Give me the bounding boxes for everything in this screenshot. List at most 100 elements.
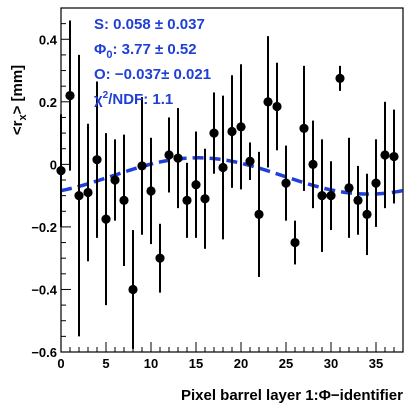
point-marker xyxy=(245,156,255,166)
data-point xyxy=(308,120,318,209)
point-marker xyxy=(371,178,381,188)
point-marker xyxy=(110,175,120,185)
data-point xyxy=(65,20,75,171)
point-marker xyxy=(272,101,282,112)
data-point xyxy=(317,139,327,252)
point-marker xyxy=(209,128,219,138)
data-point xyxy=(263,36,273,168)
x-tick-label: 35 xyxy=(369,356,383,371)
point-marker xyxy=(137,161,147,171)
point-marker xyxy=(308,159,318,169)
point-marker xyxy=(191,180,201,190)
data-point xyxy=(191,131,201,238)
point-marker xyxy=(317,191,327,201)
data-point xyxy=(335,65,345,91)
point-marker xyxy=(236,122,246,132)
point-marker xyxy=(173,153,183,163)
fit-param-chi2: χ2/NDF: 1.1 xyxy=(94,90,173,108)
x-tick-label: 0 xyxy=(57,356,64,371)
data-point xyxy=(236,64,246,190)
y-tick-label: −0.6 xyxy=(31,345,57,360)
point-marker xyxy=(74,191,84,201)
y-tick-label: −0.2 xyxy=(31,220,57,235)
data-point xyxy=(299,65,309,191)
x-tick-label: 5 xyxy=(102,356,109,371)
point-marker xyxy=(65,90,75,101)
point-marker xyxy=(92,155,102,165)
y-tick-label: 0 xyxy=(50,157,57,172)
data-point xyxy=(326,161,336,231)
y-tick-label: −0.4 xyxy=(31,282,57,297)
point-marker xyxy=(164,150,174,160)
x-tick-label: 20 xyxy=(234,356,248,371)
data-point xyxy=(272,62,282,151)
data-point xyxy=(209,92,219,174)
point-marker xyxy=(155,253,165,263)
point-marker xyxy=(128,284,138,295)
point-marker xyxy=(218,162,228,173)
tick-labels: 0 5 10 15 20 25 30 35 −0.6 −0.4 −0.2 0 0.2 0.4 xyxy=(31,32,383,371)
point-marker xyxy=(56,166,66,176)
axis-ticks xyxy=(60,7,404,353)
point-marker xyxy=(344,183,354,193)
data-point xyxy=(200,148,210,249)
point-marker xyxy=(200,194,210,204)
point-marker xyxy=(281,178,291,188)
point-marker xyxy=(290,237,300,248)
point-marker xyxy=(227,126,237,137)
data-point xyxy=(218,95,228,240)
point-marker xyxy=(353,195,363,205)
point-marker xyxy=(389,151,399,162)
point-marker xyxy=(362,209,372,219)
data-point xyxy=(173,108,183,209)
y-tick-label: 0.4 xyxy=(39,32,58,47)
data-point xyxy=(110,139,120,221)
y-tick-label: 0.2 xyxy=(39,95,57,110)
data-point xyxy=(119,134,129,266)
data-point xyxy=(137,97,147,235)
x-tick-label: 15 xyxy=(189,356,203,371)
data-point xyxy=(371,139,381,227)
data-point xyxy=(344,137,354,238)
data-point xyxy=(380,101,390,209)
data-point xyxy=(92,81,102,238)
data-point xyxy=(362,173,372,256)
point-marker xyxy=(299,123,309,133)
data-points xyxy=(56,20,399,349)
data-point xyxy=(182,162,192,238)
point-marker xyxy=(101,214,111,224)
x-tick-label: 10 xyxy=(144,356,158,371)
data-point xyxy=(155,223,165,293)
data-point xyxy=(245,142,255,180)
data-point xyxy=(227,75,237,188)
fit-parameters: S: 0.058 ± 0.037 Φ0: 3.77 ± 0.52 O: −0.0… xyxy=(94,16,211,108)
data-point xyxy=(164,117,174,193)
point-marker xyxy=(380,150,390,160)
x-axis-title: Pixel barrel layer 1:Φ−identifier xyxy=(181,387,403,404)
point-marker xyxy=(254,209,264,219)
x-tick-label: 25 xyxy=(279,356,293,371)
point-marker xyxy=(182,195,192,205)
point-marker xyxy=(335,73,345,83)
data-point xyxy=(290,220,300,265)
data-point xyxy=(83,123,93,262)
data-point xyxy=(56,114,66,227)
point-marker xyxy=(146,186,156,196)
point-marker xyxy=(263,97,273,107)
data-point xyxy=(281,145,291,221)
data-point xyxy=(254,151,264,277)
point-marker xyxy=(326,191,336,201)
data-point xyxy=(353,165,363,235)
data-point xyxy=(389,109,399,204)
fit-param-o: O: −0.037± 0.021 xyxy=(94,66,211,83)
data-point xyxy=(146,137,156,245)
point-marker xyxy=(119,195,129,205)
point-marker xyxy=(83,187,93,198)
y-axis-title: <rx> [mm] xyxy=(9,65,29,135)
fit-param-phi0: Φ0: 3.77 ± 0.52 xyxy=(94,41,197,61)
data-point xyxy=(128,230,138,349)
data-point xyxy=(101,133,111,306)
fit-param-s: S: 0.058 ± 0.037 xyxy=(94,16,205,33)
data-point xyxy=(74,54,84,337)
